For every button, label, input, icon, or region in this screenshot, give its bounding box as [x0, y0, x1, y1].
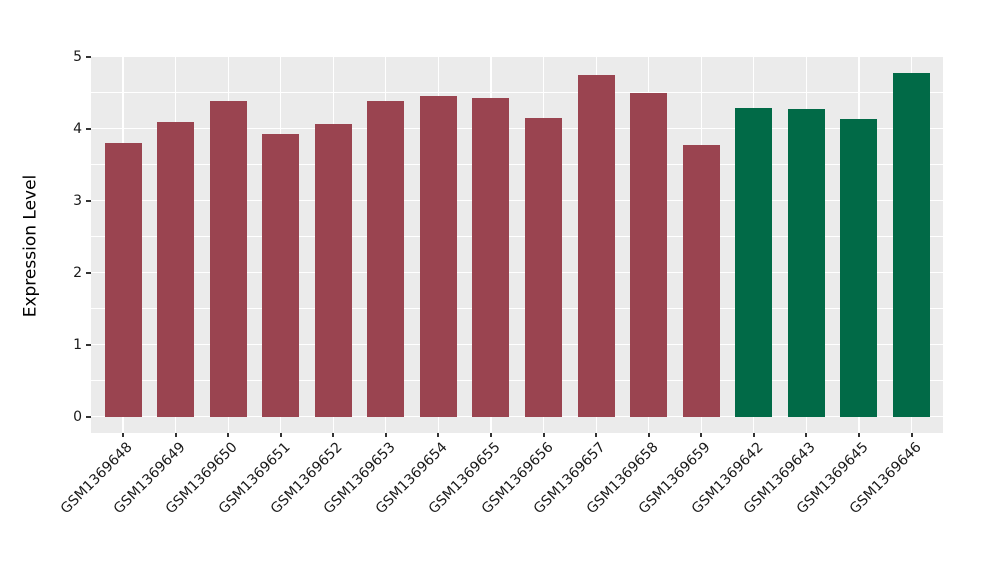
- x-tick-mark: [542, 433, 545, 437]
- bar-GSM1369656: [525, 117, 563, 417]
- x-tick-mark: [122, 433, 124, 437]
- plot-panel: [91, 55, 943, 433]
- x-tick-mark: [332, 433, 335, 437]
- x-tick-mark: [910, 433, 913, 437]
- minor-gridline: [91, 236, 943, 238]
- x-tick-mark: [857, 433, 860, 437]
- bar-GSM1369652: [314, 123, 352, 417]
- bar-GSM1369654: [419, 95, 457, 417]
- bar-GSM1369646: [893, 73, 931, 417]
- y-tick-mark: [86, 343, 91, 346]
- major-gridline: [91, 415, 943, 418]
- x-tick-mark: [805, 433, 808, 437]
- y-tick-mark: [86, 199, 91, 202]
- bar-GSM1369658: [630, 92, 668, 417]
- major-gridline: [91, 55, 943, 58]
- y-tick-label: 0: [73, 408, 82, 425]
- x-tick-mark: [227, 433, 230, 437]
- major-gridline: [91, 271, 943, 274]
- major-gridline: [91, 127, 943, 130]
- bar-GSM1369649: [157, 122, 195, 417]
- x-tick-mark: [279, 433, 282, 437]
- y-tick-label: 5: [73, 48, 82, 65]
- y-tick-mark: [86, 127, 91, 130]
- y-tick-mark: [86, 55, 91, 58]
- y-tick-label: 1: [73, 336, 82, 353]
- bar-GSM1369645: [840, 119, 878, 417]
- x-tick-label-GSM1369646: GSM1369646: [846, 439, 925, 518]
- major-gridline: [91, 199, 943, 202]
- bar-GSM1369643: [787, 109, 825, 417]
- x-tick-mark: [489, 433, 492, 437]
- minor-gridline: [91, 308, 943, 310]
- y-axis-title: Expression Level: [20, 174, 41, 318]
- x-tick-mark: [437, 433, 440, 437]
- bar-GSM1369653: [367, 100, 405, 417]
- y-tick-label: 2: [73, 264, 82, 281]
- bar-GSM1369651: [262, 133, 300, 417]
- bar-GSM1369650: [209, 101, 247, 417]
- y-tick-label: 3: [73, 192, 82, 209]
- minor-gridline: [91, 380, 943, 382]
- bar-GSM1369657: [577, 74, 615, 417]
- x-tick-mark: [384, 433, 387, 437]
- minor-gridline: [91, 92, 943, 94]
- major-gridline: [91, 343, 943, 346]
- minor-gridline: [91, 164, 943, 166]
- bar-GSM1369655: [472, 97, 510, 417]
- x-tick-mark: [595, 433, 598, 437]
- y-tick-mark: [86, 271, 91, 274]
- x-tick-mark: [752, 433, 755, 437]
- bar-GSM1369648: [104, 143, 142, 417]
- bar-GSM1369642: [735, 107, 773, 417]
- bar-GSM1369659: [682, 145, 720, 417]
- x-tick-mark: [700, 433, 703, 437]
- x-tick-mark: [647, 433, 650, 437]
- y-tick-mark: [86, 415, 91, 418]
- x-tick-mark: [174, 433, 177, 437]
- y-tick-label: 4: [73, 120, 82, 137]
